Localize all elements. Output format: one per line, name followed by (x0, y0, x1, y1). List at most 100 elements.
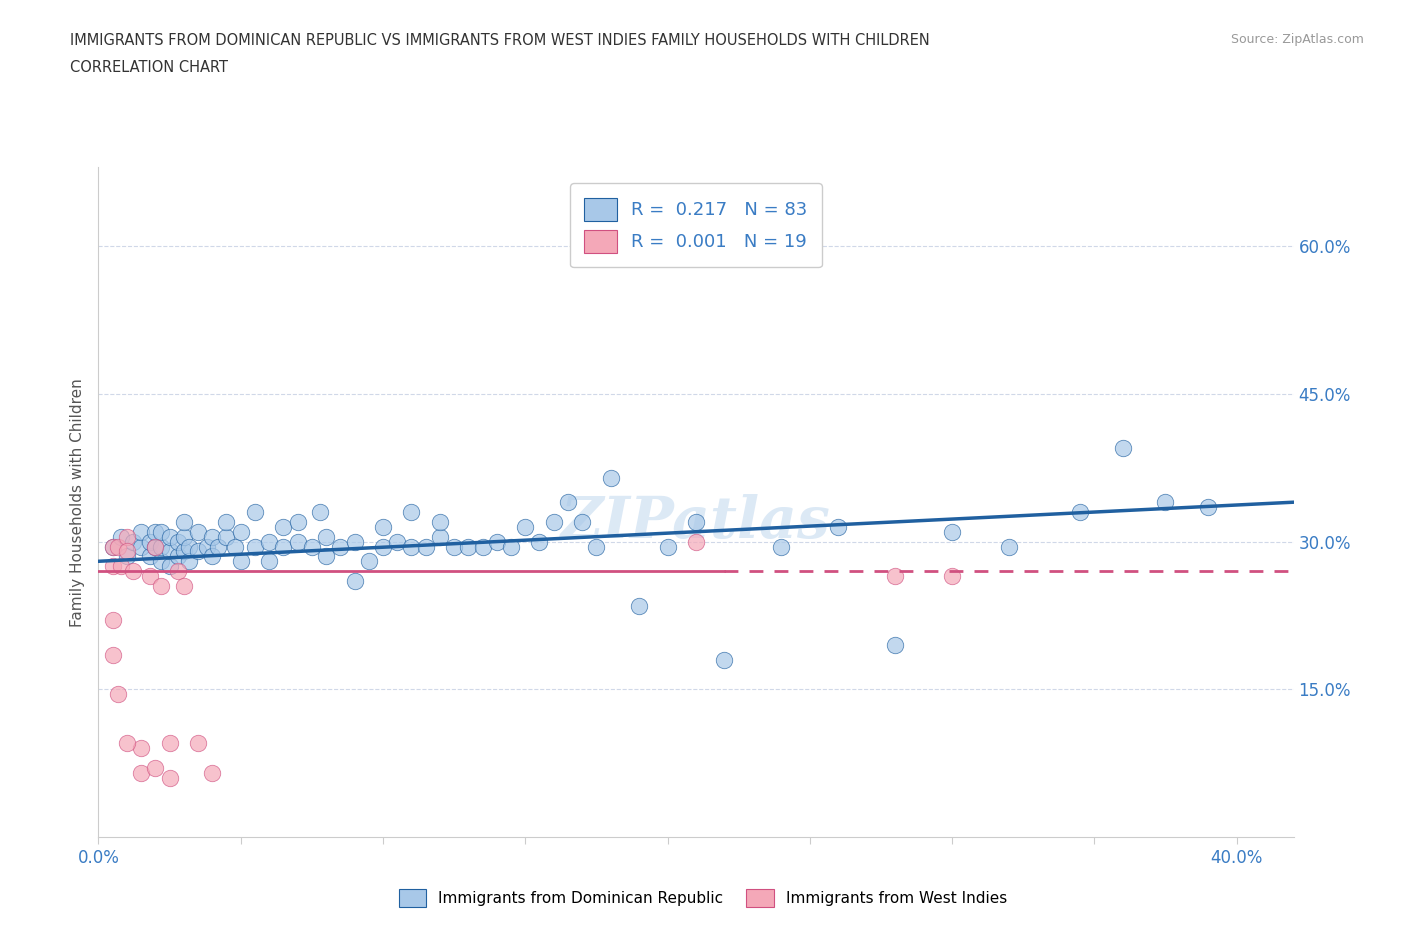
Point (471, 539, 494, 554)
Text: ZIPatlas: ZIPatlas (561, 494, 831, 551)
Point (273, 519, 295, 534)
Point (143, 539, 166, 554)
Point (585, 539, 607, 554)
Point (167, 549, 190, 564)
Point (401, 505, 423, 520)
Point (179, 539, 201, 554)
Point (685, 514, 707, 529)
Point (309, 505, 332, 520)
Point (429, 529, 451, 544)
Point (257, 534, 280, 549)
Point (529, 534, 551, 549)
Point (115, 544, 138, 559)
Point (167, 564, 190, 578)
Point (429, 514, 451, 529)
Point (167, 534, 190, 549)
Point (1069, 505, 1091, 520)
Point (571, 514, 593, 529)
Point (287, 514, 309, 529)
Point (229, 525, 252, 539)
Point (1154, 495, 1177, 510)
Point (195, 539, 218, 554)
Point (315, 549, 337, 564)
Text: CORRELATION CHART: CORRELATION CHART (70, 60, 228, 75)
Point (121, 534, 143, 549)
Point (150, 554, 173, 569)
Point (187, 525, 209, 539)
Point (329, 539, 352, 554)
Point (115, 549, 138, 564)
Point (173, 544, 195, 559)
Text: IMMIGRANTS FROM DOMINICAN REPUBLIC VS IMMIGRANTS FROM WEST INDIES FAMILY HOUSEHO: IMMIGRANTS FROM DOMINICAN REPUBLIC VS IM… (70, 33, 929, 47)
Point (138, 534, 160, 549)
Point (101, 539, 124, 554)
Point (201, 765, 224, 780)
Point (179, 554, 201, 569)
Point (138, 549, 160, 564)
Point (941, 568, 963, 583)
Point (371, 539, 394, 554)
Point (215, 529, 238, 544)
Point (499, 539, 522, 554)
Point (515, 519, 537, 534)
Point (143, 525, 166, 539)
Point (159, 544, 181, 559)
Point (224, 539, 246, 554)
Point (371, 519, 394, 534)
Point (884, 568, 907, 583)
Point (343, 574, 366, 589)
Point (101, 647, 124, 662)
Point (129, 525, 152, 539)
Point (115, 736, 138, 751)
Point (101, 559, 124, 574)
Point (201, 549, 224, 564)
Point (543, 514, 565, 529)
Point (628, 598, 651, 613)
Point (301, 539, 323, 554)
Point (150, 539, 173, 554)
Point (457, 539, 479, 554)
Point (257, 554, 280, 569)
Point (159, 736, 181, 751)
Point (173, 529, 195, 544)
Point (343, 534, 366, 549)
Point (685, 534, 707, 549)
Point (485, 534, 508, 549)
Point (401, 539, 423, 554)
Point (287, 534, 309, 549)
Point (273, 539, 295, 554)
Text: Source: ZipAtlas.com: Source: ZipAtlas.com (1230, 33, 1364, 46)
Point (599, 471, 621, 485)
Point (101, 539, 124, 554)
Point (215, 514, 238, 529)
Point (884, 638, 907, 653)
Point (713, 652, 735, 667)
Point (150, 525, 173, 539)
Point (129, 765, 152, 780)
Point (187, 736, 209, 751)
Point (143, 539, 166, 554)
Y-axis label: Family Households with Children: Family Households with Children (69, 378, 84, 627)
Point (110, 529, 132, 544)
Point (173, 514, 195, 529)
Point (827, 519, 849, 534)
Point (229, 554, 252, 569)
Point (443, 539, 465, 554)
Point (557, 495, 579, 510)
Point (159, 770, 181, 785)
Point (138, 568, 160, 583)
Point (107, 686, 129, 701)
Point (129, 741, 152, 756)
Point (1197, 499, 1219, 514)
Point (243, 539, 266, 554)
Point (201, 529, 224, 544)
Point (159, 529, 181, 544)
Point (143, 761, 166, 776)
Point (129, 539, 152, 554)
Point (207, 539, 229, 554)
Point (357, 554, 380, 569)
Point (115, 529, 138, 544)
Legend: R =  0.217   N = 83, R =  0.001   N = 19: R = 0.217 N = 83, R = 0.001 N = 19 (569, 183, 823, 268)
Point (1112, 441, 1135, 456)
Point (150, 578, 173, 593)
